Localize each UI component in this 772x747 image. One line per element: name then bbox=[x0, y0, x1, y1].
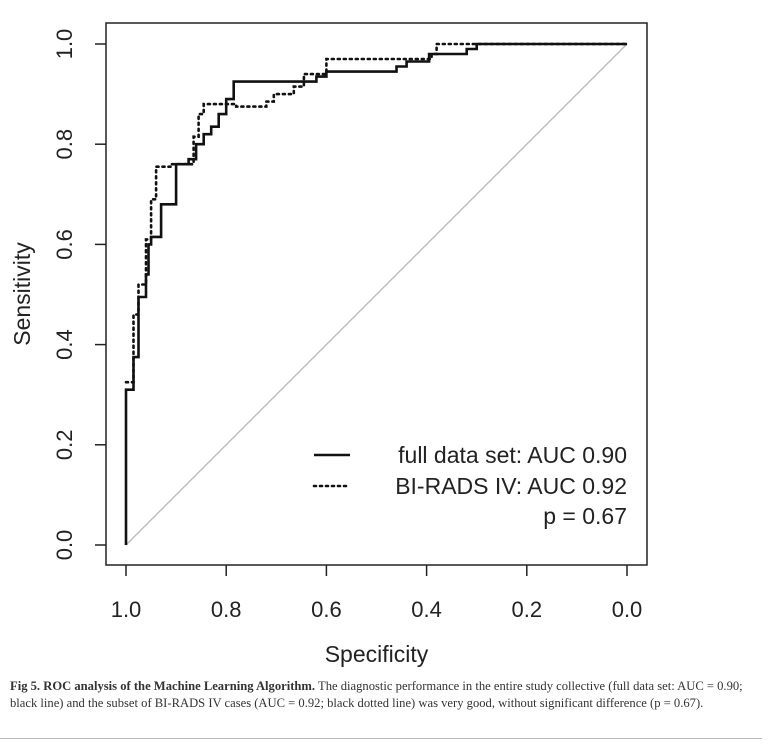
y-tick-label: 0.4 bbox=[52, 329, 77, 360]
x-tick-label: 0.4 bbox=[411, 597, 442, 622]
x-tick-label: 0.8 bbox=[211, 597, 242, 622]
series-line-bi-rads-iv bbox=[124, 42, 629, 384]
legend-label-bi-rads-iv: BI-RADS IV: AUC 0.92 bbox=[395, 473, 627, 499]
y-axis-title: Sensitivity bbox=[9, 242, 35, 346]
figure-caption: Fig 5. ROC analysis of the Machine Learn… bbox=[10, 678, 758, 712]
y-tick-label: 0.0 bbox=[52, 530, 77, 561]
legend: full data set: AUC 0.90 BI-RADS IV: AUC … bbox=[312, 442, 627, 529]
x-tick-label: 0.2 bbox=[512, 597, 543, 622]
caption-label: Fig 5. bbox=[10, 679, 41, 693]
x-axis-title: Specificity bbox=[325, 641, 429, 667]
caption-title: ROC analysis of the Machine Learning Alg… bbox=[43, 679, 316, 693]
legend-p-value: p = 0.67 bbox=[543, 503, 627, 529]
y-tick-label: 0.2 bbox=[52, 430, 77, 461]
y-tick-label: 1.0 bbox=[52, 29, 77, 60]
x-tick-label: 0.6 bbox=[311, 597, 342, 622]
caption-text: The diagnostic performance in the entire… bbox=[10, 679, 743, 710]
roc-chart: 1.0 0.8 0.6 0.4 0.2 0.0 0.0 0.2 0.4 0.6 0.8 1.0 Sp… bbox=[9, 22, 648, 667]
legend-label-full-data-set: full data set: AUC 0.90 bbox=[398, 442, 627, 468]
y-axis: 0.0 0.2 0.4 0.6 0.8 1.0 bbox=[52, 29, 106, 561]
plot-frame bbox=[105, 22, 648, 566]
reference-diagonal-line bbox=[125, 43, 628, 546]
x-axis: 1.0 0.8 0.6 0.4 0.2 0.0 bbox=[111, 565, 643, 622]
caption-divider bbox=[0, 738, 762, 739]
x-tick-label: 1.0 bbox=[111, 597, 142, 622]
x-tick-label: 0.0 bbox=[612, 597, 643, 622]
y-tick-label: 0.8 bbox=[52, 129, 77, 160]
y-tick-label: 0.6 bbox=[52, 229, 77, 260]
